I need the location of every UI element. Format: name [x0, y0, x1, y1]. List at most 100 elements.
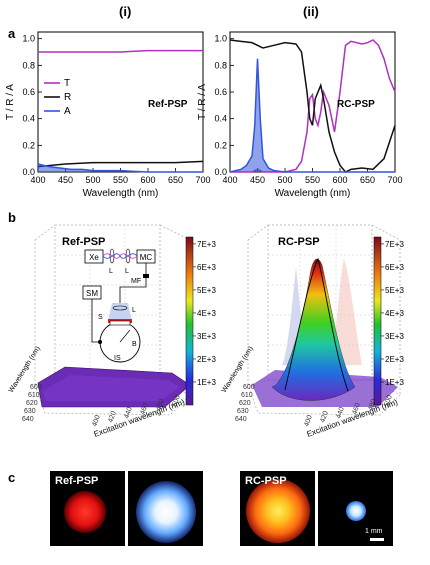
panel-letter-c: c	[8, 470, 16, 485]
xtick-label-ii-2: 500	[277, 175, 292, 185]
xtick-label-ii-5: 650	[360, 175, 375, 185]
ref-psp-3d-label: Ref-PSP	[62, 236, 105, 248]
xtick-label-i-5: 650	[168, 175, 183, 185]
scale-bar-label: 1 mm	[365, 528, 383, 535]
setup-schematic: Xe MC SM L L MF L S B IS	[82, 248, 156, 363]
xtick-label-i-1: 450	[58, 175, 73, 185]
small-blue-spot	[346, 501, 366, 521]
ytick-label-i-5: 1.0	[22, 34, 35, 44]
ref-psp-chart-label: Ref-PSP	[148, 99, 188, 110]
y3d-tick-r4: 640	[235, 416, 247, 423]
colorbar-right	[373, 236, 382, 406]
xtick-label-i-6: 700	[195, 175, 210, 185]
ytick-label-i-4: 0.8	[22, 60, 35, 70]
cbar-tick-label-5: 6E+3	[197, 263, 216, 272]
cbar-tick-label-2: 3E+3	[385, 332, 404, 341]
xtick-label-ii-3: 550	[305, 175, 320, 185]
ytick-label-ii-2: 0.4	[214, 114, 227, 124]
orange-emission-spot	[246, 479, 310, 543]
xtick-label-i-4: 600	[140, 175, 155, 185]
panel-b-3d-plots: Xe MC SM L L MF L S B IS	[8, 224, 404, 439]
x3d-tick-r2: 440	[335, 406, 346, 419]
is-label: IS	[114, 355, 121, 362]
yaxis-label-ii: T / R / A	[197, 84, 208, 120]
sm-label: SM	[86, 289, 98, 298]
y3d-tick-3: 630	[24, 408, 36, 415]
legend-label-T: T	[64, 78, 70, 89]
colorbar-ticks-right: 1E+3 2E+3 3E+3 4E+3 5E+3 6E+3 7E+3	[381, 240, 404, 387]
x3d-tick-4: 480	[155, 398, 166, 411]
y3d-tick-1: 610	[28, 392, 40, 399]
cbar-tick-label-6: 7E+3	[197, 240, 216, 249]
ytick-label-i-3: 0.6	[22, 87, 35, 97]
colorbar-left	[185, 236, 194, 406]
red-emission-spot	[64, 491, 106, 533]
cbar-tick-label-3: 4E+3	[385, 309, 404, 318]
x3d-tick-1: 420	[107, 410, 118, 423]
ytick-label-i-1: 0.2	[22, 140, 35, 150]
lens-label-1: L	[109, 268, 113, 275]
column-heading-ii: (ii)	[303, 4, 319, 19]
rc-psp-photo-blue: 1 mm	[318, 471, 393, 546]
legend-label-R: R	[64, 92, 71, 103]
y3d-tick-r0: 600	[243, 384, 255, 391]
ytick-label-i-2: 0.4	[22, 114, 35, 124]
yaxis-label-i: T / R / A	[5, 84, 16, 120]
cbar-tick-label-0: 1E+3	[197, 378, 216, 387]
column-heading-i: (i)	[119, 4, 132, 19]
y3d-tick-2: 620	[26, 400, 38, 407]
rc-psp-3d-label: RC-PSP	[278, 236, 320, 248]
chart-ii: 0.0 0.2 0.4 0.6 0.8 1.0 400 450 500 550 600 650 700 W…	[197, 31, 403, 199]
rc-psp-photo-orange: RC-PSP	[240, 471, 315, 546]
cbar-tick-label-2: 3E+3	[197, 332, 216, 341]
cbar-tick-label-0: 1E+3	[385, 378, 404, 387]
x3d-tick-0: 400	[91, 414, 102, 427]
y3d-tick-r3: 630	[237, 408, 249, 415]
ytick-label-ii-1: 0.2	[214, 140, 227, 150]
cbar-tick-label-4: 5E+3	[385, 286, 404, 295]
xtick-label-i-0: 400	[30, 175, 45, 185]
x3d-tick-r1: 420	[319, 410, 330, 423]
panel-letter-a: a	[8, 26, 16, 41]
cbar-tick-label-1: 2E+3	[197, 355, 216, 364]
rc-psp-3d-plot: RC-PSP 600 610 620 630 640 Wavelength (n…	[221, 224, 404, 439]
colorbar-ticks-left: 1E+3 2E+3 3E+3 4E+3 5E+3 6E+3 7E+3	[193, 240, 216, 387]
y3d-tick-0: 600	[30, 384, 42, 391]
cbar-tick-label-6: 7E+3	[385, 240, 404, 249]
y3d-tick-r1: 610	[241, 392, 253, 399]
xtick-label-i-2: 500	[85, 175, 100, 185]
panel-a-charts: 0.0 0.2 0.4 0.6 0.8 1.0 400 450 500 550 600 650 700 W…	[5, 31, 403, 199]
xaxis-label-ii: Wavelength (nm)	[275, 188, 351, 199]
mc-label: MC	[140, 253, 153, 262]
ytick-label-i-0: 0.0	[22, 167, 35, 177]
series-line-A-ii	[229, 58, 395, 173]
xtick-label-ii-1: 450	[250, 175, 265, 185]
b-label: B	[132, 341, 137, 348]
s-label: S	[98, 314, 103, 321]
ytick-label-ii-5: 1.0	[214, 34, 227, 44]
ytick-label-ii-3: 0.6	[214, 87, 227, 97]
panel-letter-b: b	[8, 210, 16, 225]
legend-label-A: A	[64, 106, 71, 117]
series-line-R-i	[37, 160, 204, 168]
x3d-tick-r0: 400	[303, 414, 314, 427]
ref-psp-photo-red: Ref-PSP	[50, 471, 125, 546]
ytick-label-ii-4: 0.8	[214, 60, 227, 70]
xe-label: Xe	[89, 253, 99, 262]
y3d-tick-4: 640	[22, 416, 34, 423]
xaxis-label-i: Wavelength (nm)	[83, 188, 159, 199]
xtick-label-i-3: 550	[113, 175, 128, 185]
cbar-tick-label-5: 6E+3	[385, 263, 404, 272]
series-line-R-ii	[229, 39, 396, 173]
lens-label-2: L	[125, 268, 129, 275]
x3d-tick-5: 500	[171, 394, 182, 407]
cbar-tick-label-4: 5E+3	[197, 286, 216, 295]
ytick-label-ii-0: 0.0	[214, 167, 227, 177]
cbar-tick-label-1: 2E+3	[385, 355, 404, 364]
lens-label-3: L	[132, 307, 136, 314]
scale-bar	[370, 538, 384, 541]
ref-psp-photo-blue	[128, 471, 203, 546]
blue-excitation-spot	[136, 481, 196, 543]
series-line-T-i	[38, 49, 203, 53]
rc-psp-chart-label: RC-PSP	[337, 99, 375, 110]
